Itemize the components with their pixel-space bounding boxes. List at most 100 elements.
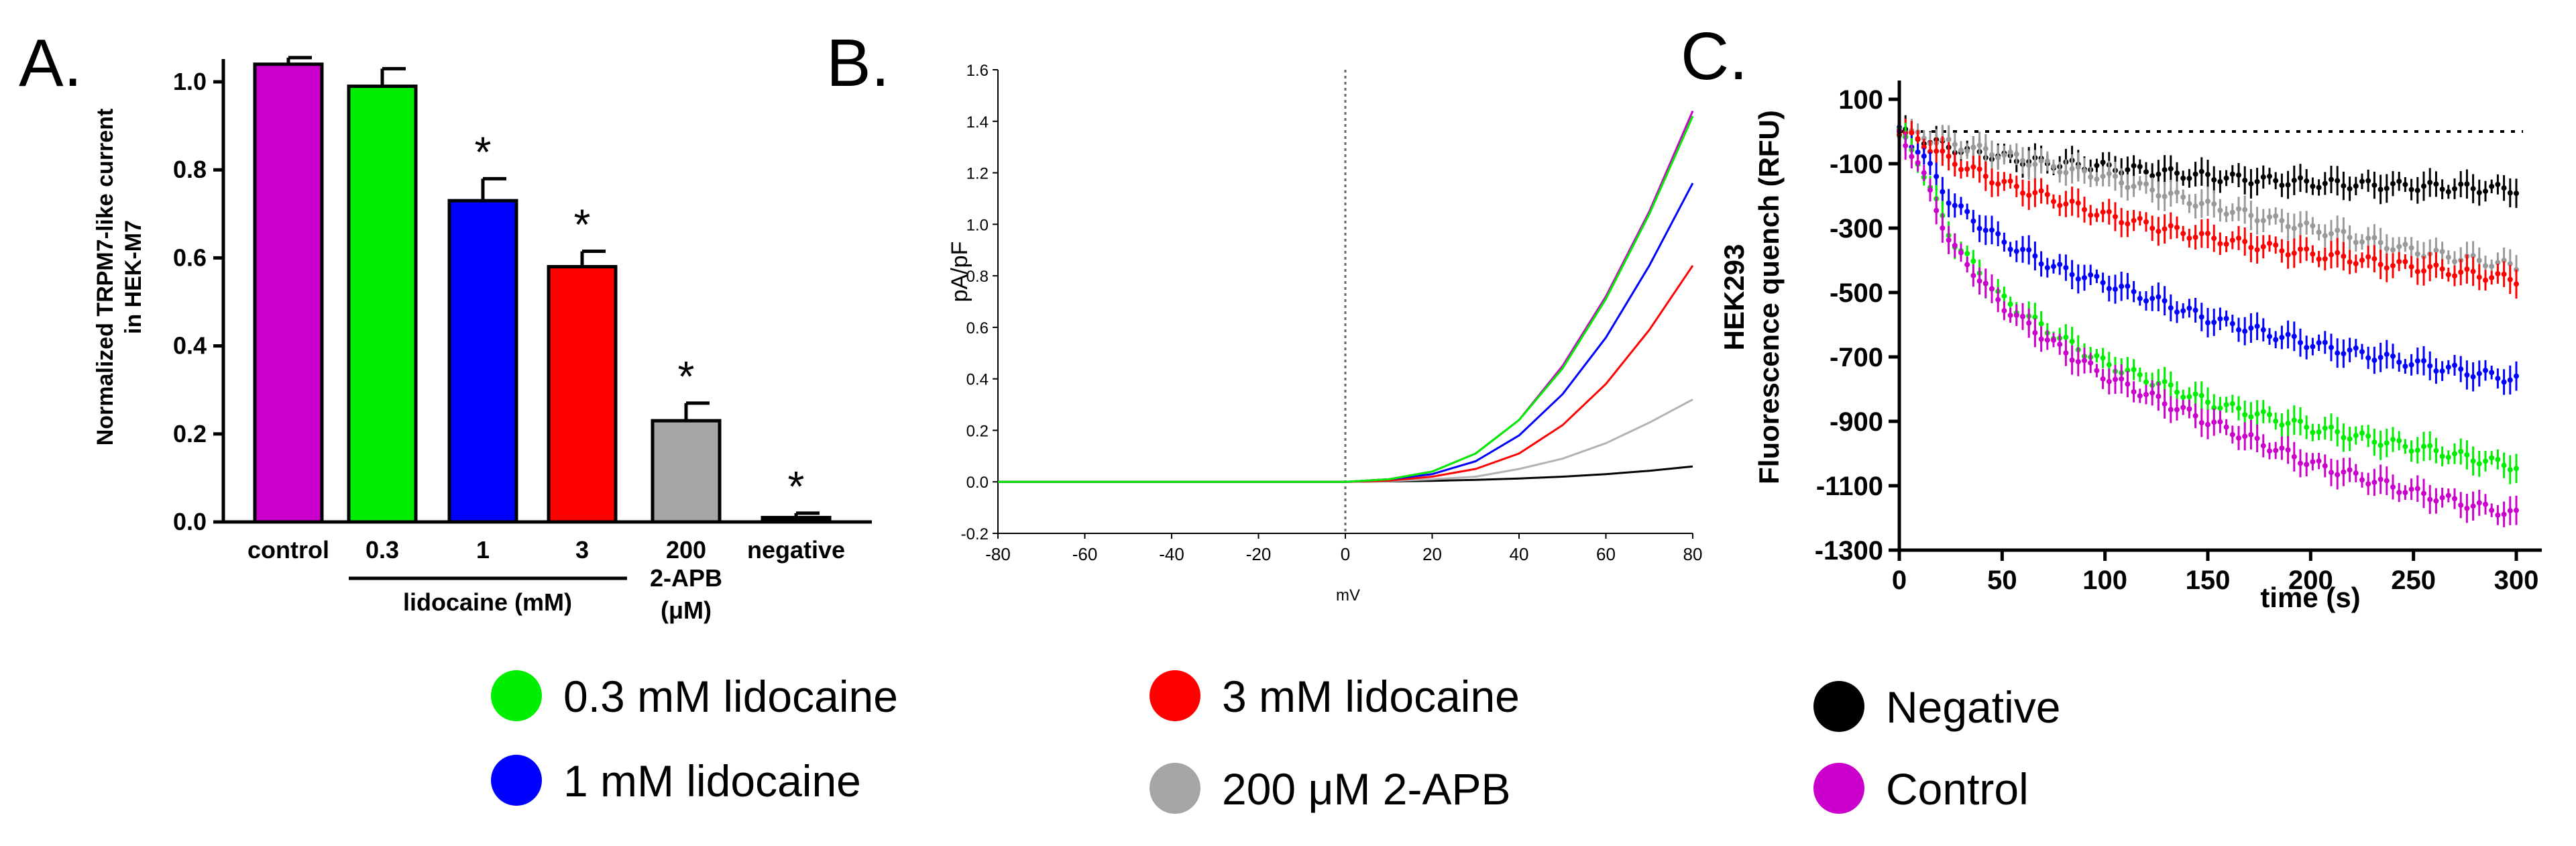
y-axis-label-a-line2: in HEK-M7 [121, 220, 146, 334]
data-point [2347, 234, 2353, 240]
data-point [1952, 203, 1958, 209]
bar [347, 85, 418, 524]
data-point [2131, 183, 2137, 189]
data-point [1970, 272, 1976, 278]
data-point [2229, 237, 2235, 244]
data-point [2051, 199, 2056, 205]
data-point [2476, 500, 2482, 506]
category-label: control [247, 536, 329, 564]
data-point [2514, 507, 2519, 513]
data-point [2026, 247, 2032, 253]
data-point [2211, 405, 2217, 411]
data-point [2267, 448, 2272, 454]
data-point [2125, 283, 2131, 289]
data-point [2501, 511, 2507, 517]
data-point [2242, 412, 2248, 418]
data-point [2100, 280, 2106, 286]
data-point [1995, 154, 2001, 160]
data-point [2032, 161, 2038, 167]
data-point [2094, 212, 2100, 218]
data-point [2402, 242, 2408, 248]
data-point [2131, 163, 2137, 169]
data-point [2155, 171, 2162, 177]
data-point [2248, 431, 2254, 437]
data-point [1970, 218, 1976, 224]
data-point [1989, 227, 1995, 233]
data-point [2390, 180, 2396, 187]
data-point [2180, 308, 2186, 314]
data-point [2365, 254, 2371, 260]
data-point [2155, 228, 2162, 234]
data-point [2470, 186, 2476, 192]
data-point [2026, 193, 2032, 199]
data-point [2402, 490, 2408, 496]
data-point [2458, 448, 2464, 454]
data-point [2322, 233, 2328, 239]
data-point [1946, 237, 1952, 243]
data-point [2069, 272, 2075, 278]
data-point [2229, 171, 2235, 177]
data-point [2359, 178, 2365, 184]
data-point [2267, 333, 2272, 339]
data-point [1982, 227, 1989, 233]
data-point [2044, 337, 2050, 343]
data-point [2335, 227, 2341, 233]
data-point [2285, 447, 2291, 453]
data-point [1989, 180, 1995, 186]
data-point [2254, 217, 2260, 223]
data-point [2267, 411, 2272, 417]
data-point [2119, 283, 2125, 289]
y-tick-label: -1100 [1816, 472, 1883, 501]
data-point [2489, 455, 2495, 461]
data-point [2007, 246, 2013, 252]
data-point [2433, 262, 2439, 268]
y-tick-label: 0.0 [966, 474, 989, 492]
data-point [2304, 178, 2310, 184]
data-point [2119, 180, 2125, 186]
data-point [2063, 201, 2069, 207]
data-point [2186, 406, 2192, 412]
data-point [2168, 305, 2174, 311]
data-point [2408, 264, 2414, 270]
data-point [2155, 294, 2162, 300]
data-point [2329, 176, 2334, 182]
x-tick-label: 100 [2082, 566, 2127, 595]
data-point [2402, 259, 2408, 265]
data-point [2298, 460, 2303, 466]
data-point [2464, 452, 2470, 458]
data-point [2174, 389, 2180, 395]
panel-label-b: B. [826, 25, 889, 101]
data-point [2483, 501, 2488, 507]
data-point [2013, 183, 2019, 189]
data-point [2445, 272, 2451, 278]
data-point [2180, 394, 2186, 401]
data-point [2168, 191, 2174, 197]
data-point [1964, 262, 1970, 268]
y-tick-label: -700 [1830, 343, 1883, 372]
data-point [2094, 353, 2100, 359]
data-point [1952, 142, 1958, 148]
data-point [2365, 481, 2371, 487]
data-point [2452, 362, 2457, 368]
data-point [2223, 175, 2229, 181]
data-point [2260, 174, 2266, 180]
category-label: 1 [476, 536, 490, 564]
data-point [2489, 370, 2495, 376]
legend-swatch [1813, 681, 1864, 732]
data-point [2131, 288, 2137, 295]
data-point [1970, 258, 1976, 264]
bars-a: * * * * [253, 56, 832, 524]
data-point [2057, 169, 2063, 175]
data-point [2501, 258, 2507, 264]
data-point [2223, 241, 2229, 247]
data-point [2149, 225, 2155, 231]
data-point [2341, 469, 2347, 475]
data-point [2155, 393, 2162, 399]
data-point [2445, 454, 2451, 460]
data-point [2365, 355, 2371, 361]
data-point [1958, 203, 1964, 209]
data-point [2100, 159, 2106, 165]
data-point [2439, 248, 2445, 254]
x-tick-label: 40 [1510, 544, 1529, 564]
x-tick-label: 150 [2186, 566, 2231, 595]
